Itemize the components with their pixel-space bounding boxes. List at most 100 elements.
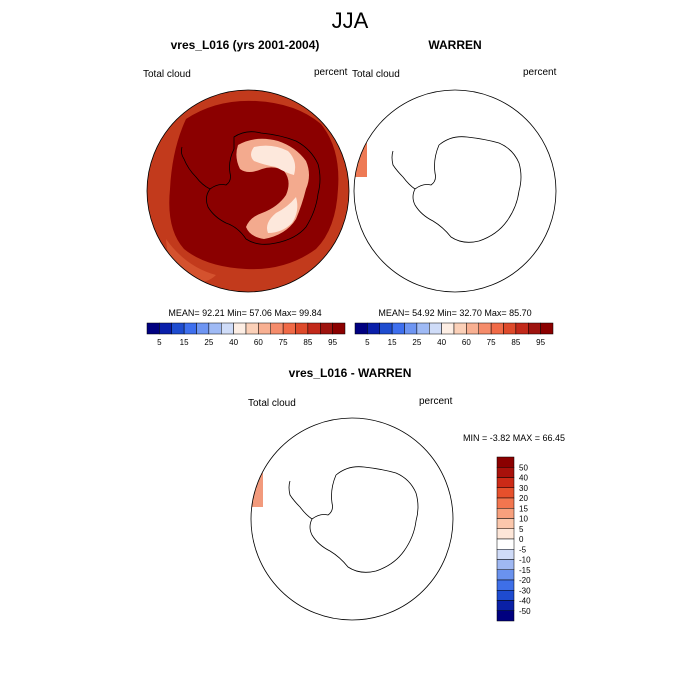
colorbar-tick-label: -15 [519,566,531,575]
colorbar-box [496,569,515,581]
colorbar-box [307,322,321,335]
panel1-colorbar: 5 15 25 40 60 75 85 95 [146,322,346,347]
colorbar-tick-label: 95 [328,338,337,347]
colorbar-box [496,538,515,550]
panel3-title: vres_L016 - WARREN [288,366,412,380]
colorbar-box [367,322,380,335]
panel3-map [250,417,454,621]
panel3-data-strip [252,473,263,507]
panel1-interior-cloud-lowest-2 [267,197,298,233]
colorbar-box [332,322,346,335]
colorbar-tick-label: 60 [462,338,471,347]
colorbar-tick-label: 10 [519,515,528,524]
colorbar-box [496,610,515,622]
colorbar-tick-label: 75 [279,338,288,347]
colorbar-box [496,477,515,488]
colorbar-box [478,322,492,335]
colorbar-box [503,322,517,335]
panel1-stats: MEAN= 92.21 Min= 57.06 Max= 99.84 [168,308,322,318]
colorbar-tick-label: 50 [519,463,528,472]
colorbar-box [515,322,529,335]
colorbar-box [496,456,515,468]
colorbar-box [416,322,430,335]
colorbar-tick-label: 60 [254,338,263,347]
panel1-interior-cloud-lowest [251,145,296,175]
colorbar-box [270,322,284,335]
colorbar-box [245,322,259,335]
colorbar-box [354,322,368,335]
panel2-map-border [353,89,557,293]
panel1-map-border [146,89,350,293]
colorbar-box [379,322,393,335]
panel2-stats: MEAN= 54.92 Min= 32.70 Max= 85.70 [378,308,532,318]
colorbar-tick-label: -30 [519,586,531,595]
colorbar-tick-label: -5 [519,545,527,554]
colorbar-box [429,322,442,335]
colorbar-box [221,322,234,335]
colorbar-box [496,528,515,540]
colorbar-tick-label: 30 [519,484,528,493]
colorbar-tick-label: -10 [519,556,531,565]
colorbar-tick-label: -40 [519,597,531,606]
panel3-var-label: Total cloud [248,398,296,409]
colorbar-tick-label: 95 [536,338,545,347]
colorbar-box [496,549,515,560]
colorbar-box [233,322,247,335]
colorbar-tick-label: 20 [519,494,528,503]
colorbar-tick-label: 40 [437,338,446,347]
panel2-var-label: Total cloud [352,69,400,80]
colorbar-box [258,322,271,335]
colorbar-tick-label: -20 [519,576,531,585]
panel1-units: percent [314,67,348,78]
colorbar-box [171,322,185,335]
panel3-stats: MIN = -3.82 MAX = 66.45 [463,433,566,443]
colorbar-box [441,322,455,335]
colorbar-tick-label: 85 [303,338,312,347]
colorbar-box [466,322,479,335]
panel1-var-label: Total cloud [143,69,191,80]
colorbar-tick-label: 5 [519,525,524,534]
panel1-title: vres_L016 (yrs 2001-2004) [170,38,320,52]
colorbar-box [208,322,222,335]
colorbar-box [196,322,210,335]
colorbar-box [496,559,515,570]
colorbar-box [540,322,554,335]
figure-title: JJA [331,8,369,33]
colorbar-box [282,322,296,335]
panel3-units: percent [419,396,453,407]
colorbar-tick-label: 5 [365,338,370,347]
colorbar-box [496,467,515,478]
colorbar-tick-label: 75 [487,338,496,347]
colorbar-tick-label: 85 [511,338,520,347]
colorbar-box [320,322,333,335]
panel2-colorbar: 5 15 25 40 60 75 85 95 [354,322,554,347]
colorbar-box [295,322,309,335]
colorbar-box [496,497,515,509]
colorbar-box [146,322,160,335]
colorbar-tick-label: 15 [180,338,189,347]
colorbar-box [490,322,504,335]
colorbar-box [528,322,541,335]
colorbar-box [404,322,418,335]
colorbar-tick-label: 25 [204,338,213,347]
colorbar-tick-label: 40 [229,338,238,347]
panel2-map [353,89,557,293]
panel3-antarctic-coastline [288,466,419,573]
colorbar-box [496,508,515,519]
colorbar-box [159,322,172,335]
panel1-map [146,89,350,293]
panel2-units: percent [523,67,557,78]
colorbar-tick-label: 15 [388,338,397,347]
panel1-peninsula [180,146,211,190]
colorbar-tick-label: 25 [412,338,421,347]
colorbar-box [453,322,467,335]
panel2-antarctic-coastline [391,136,522,243]
colorbar-tick-label: 15 [519,504,528,513]
colorbar-box [391,322,405,335]
colorbar-tick-label: 40 [519,474,528,483]
colorbar-box [496,590,515,601]
colorbar-box [183,322,197,335]
colorbar-box [496,518,515,529]
colorbar-box [496,600,515,611]
